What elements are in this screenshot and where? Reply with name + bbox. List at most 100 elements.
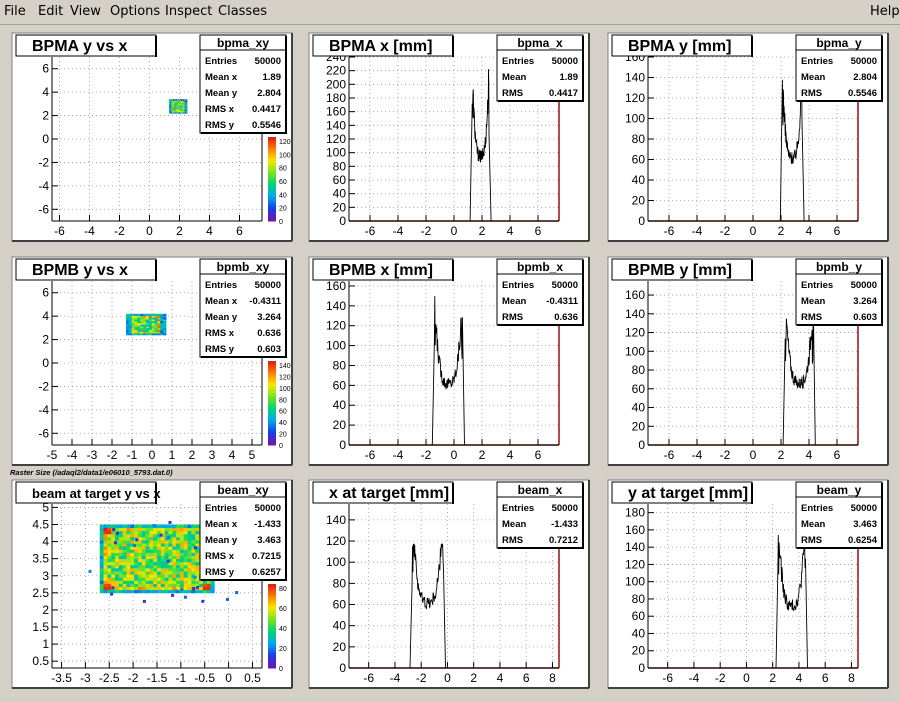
heat-cell	[180, 109, 183, 112]
menu-view[interactable]: View	[70, 4, 101, 19]
color-scale-segment	[268, 415, 276, 419]
x-tick-label: 8	[848, 671, 855, 685]
heat-cell	[146, 333, 150, 336]
heat-cell	[134, 589, 139, 594]
heat-cell	[180, 105, 183, 107]
heat-cell	[195, 583, 200, 588]
stats-value: -1.433	[254, 519, 281, 530]
heat-cell	[118, 540, 124, 544]
heat-cell	[160, 320, 164, 323]
heat-cell	[176, 577, 181, 581]
y-tick-label: 2	[42, 109, 49, 123]
heat-cell	[126, 333, 130, 336]
heat-cell	[184, 110, 187, 113]
heat-cell	[143, 313, 147, 316]
heat-cell	[141, 540, 146, 544]
heat-cell	[185, 109, 188, 112]
menu-file[interactable]: File	[4, 4, 26, 19]
heat-cell	[99, 571, 104, 575]
heat-cell	[176, 533, 181, 538]
color-scale-segment	[268, 632, 276, 635]
heat-cell	[195, 549, 200, 553]
heat-cell	[169, 112, 171, 114]
heat-cell	[149, 546, 154, 550]
heat-cell	[141, 549, 146, 553]
heat-cell	[179, 540, 185, 544]
heat-cell	[181, 108, 184, 111]
histogram-line	[349, 296, 559, 446]
stats-key: Entries	[801, 56, 833, 67]
color-scale-segment	[268, 665, 276, 669]
stats-name: bpma_y	[816, 36, 862, 50]
stats-key: Mean	[502, 296, 526, 307]
heat-cell	[143, 331, 147, 334]
menu-classes[interactable]: Classes	[218, 4, 267, 19]
heat-cell	[126, 561, 131, 566]
heat-cell	[111, 555, 116, 560]
y-tick-label: 100	[625, 112, 645, 126]
color-scale-segment	[268, 218, 276, 222]
heat-cell	[183, 105, 185, 107]
heat-cell	[184, 101, 187, 104]
menu-help[interactable]: Help	[870, 4, 900, 19]
heat-cell	[195, 589, 200, 594]
heat-cell	[103, 583, 108, 588]
heat-cell	[118, 552, 124, 556]
heat-cell	[145, 549, 150, 553]
heat-cell	[187, 543, 192, 547]
stats-value: 1.89	[560, 72, 579, 83]
heat-cell	[191, 552, 196, 556]
stats-key: Entries	[801, 280, 833, 291]
heat-cell	[183, 574, 188, 578]
menu-edit[interactable]: Edit	[38, 4, 64, 19]
stats-value: -0.4311	[546, 296, 578, 307]
heat-cell	[179, 102, 181, 105]
heat-cell	[179, 577, 185, 581]
x-tick-label: 2	[769, 671, 776, 685]
heat-cell	[137, 319, 141, 322]
heat-cell	[107, 549, 112, 553]
stats-value: 0.6254	[848, 535, 878, 546]
heat-cell	[151, 331, 155, 334]
heat-cell	[172, 105, 175, 107]
heat-cell	[134, 549, 139, 553]
heat-cell	[170, 99, 172, 101]
heat-cell	[191, 546, 196, 550]
heat-cell	[185, 105, 188, 107]
x-tick-label: 4	[497, 671, 504, 685]
heat-cell	[183, 561, 188, 566]
heat-cell	[141, 567, 146, 572]
heat-cell	[122, 524, 127, 529]
heat-cell	[168, 530, 173, 535]
histogram-line	[648, 79, 858, 222]
menu-options[interactable]: Options	[110, 4, 161, 19]
heat-cell	[153, 536, 158, 541]
heat-cell	[163, 326, 167, 329]
stats-value: 50000	[552, 56, 578, 67]
heat-cell	[146, 324, 150, 327]
heat-cell	[191, 533, 196, 538]
heat-cell	[130, 527, 135, 532]
heat-cell	[103, 527, 108, 532]
heat-cell	[130, 567, 135, 572]
heat-cell	[137, 527, 143, 532]
heat-cell	[191, 589, 196, 594]
heat-cell	[99, 580, 104, 584]
root-canvas[interactable]: 0 20 40 60 80 100 120 -6 -4 -2 0 2 4 6 -6 -4 -2 0 2 4 6 BPMA …	[2, 27, 898, 698]
y-tick-label: -2	[38, 379, 49, 393]
color-scale-label: 80	[279, 397, 287, 404]
heat-cell	[122, 536, 127, 541]
menu-inspect[interactable]: Inspect	[165, 4, 213, 19]
heat-cell	[107, 536, 112, 541]
y-tick-label: -6	[38, 426, 49, 440]
heat-cell	[181, 106, 184, 108]
heat-cell	[126, 313, 130, 316]
heat-cell	[171, 108, 174, 111]
x-tick-label: -2	[421, 448, 432, 462]
y-tick-label: 60	[632, 153, 646, 167]
x-tick-label: -2	[720, 224, 731, 238]
heat-cell	[169, 108, 171, 111]
heat-cell	[134, 561, 139, 566]
